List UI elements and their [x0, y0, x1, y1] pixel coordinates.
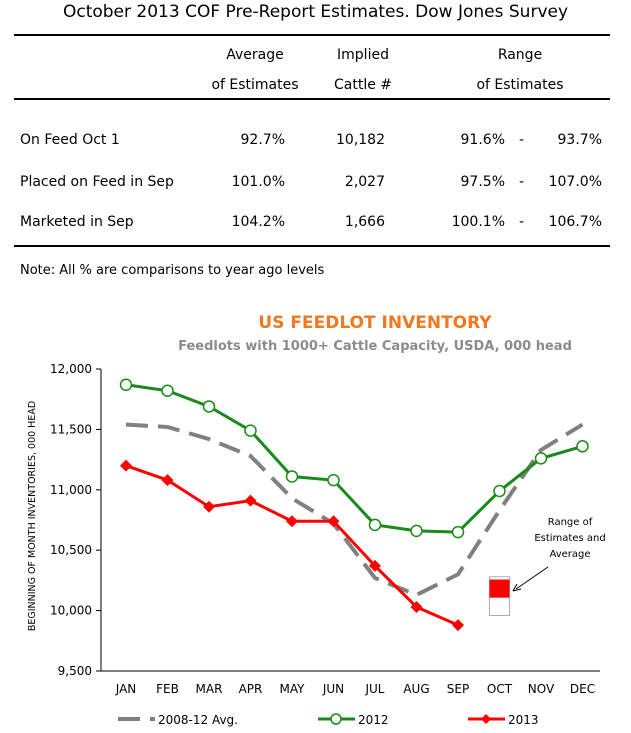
data-point: [534, 452, 548, 465]
table-header-rule: [14, 98, 610, 100]
data-point: [202, 400, 216, 413]
x-tick-label: MAY: [280, 682, 306, 696]
row-range-dash: -: [519, 214, 525, 230]
x-tick-label: JUN: [322, 682, 344, 696]
legend-marker: [481, 714, 491, 724]
row-implied: 10,182: [336, 132, 385, 148]
series-line: [125, 422, 584, 598]
data-point: [120, 459, 132, 472]
row-label: Placed on Feed in Sep: [20, 174, 174, 190]
chart-title: US FEEDLOT INVENTORY: [258, 313, 492, 333]
chart-subtitle: Feedlots with 1000+ Cattle Capacity, USD…: [178, 339, 572, 354]
data-point: [410, 524, 423, 538]
data-point: [368, 518, 382, 532]
x-tick-label: JAN: [115, 682, 137, 696]
data-point: [452, 619, 464, 632]
x-tick-label: SEP: [447, 682, 469, 696]
header-average: Average of Estimates: [200, 40, 310, 100]
row-range-dash: -: [519, 132, 525, 148]
table-bottom-rule: [14, 245, 610, 247]
legend-label: 2008-12 Avg.: [158, 713, 238, 727]
table-top-rule: [14, 34, 610, 36]
header-average-line1: Average: [226, 47, 284, 63]
range-annotation-line2: Estimates and: [534, 533, 605, 544]
row-range-low: 97.5%: [460, 174, 505, 190]
row-average: 101.0%: [231, 174, 285, 190]
row-label: Marketed in Sep: [20, 214, 134, 230]
data-point: [203, 500, 215, 513]
data-point: [161, 384, 174, 397]
y-tick-label: 11,000: [50, 483, 92, 497]
header-range-line1: Range: [497, 47, 543, 63]
header-implied-line1: Implied: [337, 47, 389, 63]
header-average-line2: of Estimates: [211, 77, 299, 93]
header-implied-line2: Cattle #: [333, 77, 393, 93]
data-point: [244, 424, 257, 437]
header-range: Range of Estimates: [460, 40, 580, 100]
range-annotation-line3: Average: [549, 549, 590, 560]
y-tick-label: 11,500: [50, 422, 92, 436]
series-line: [125, 383, 583, 534]
data-point: [410, 600, 423, 613]
data-point: [119, 378, 133, 391]
row-average: 104.2%: [231, 214, 285, 230]
report-title: October 2013 COF Pre-Report Estimates. D…: [62, 2, 569, 22]
row-range-high: 107.0%: [548, 174, 602, 190]
y-tick-label: 12,000: [50, 362, 92, 376]
legend-label: 2013: [508, 713, 539, 727]
data-point: [493, 484, 506, 498]
x-tick-label: OCT: [487, 682, 513, 696]
header-range-line2: of Estimates: [476, 77, 564, 93]
data-point: [576, 440, 589, 453]
data-point: [286, 515, 298, 528]
data-point: [451, 525, 465, 539]
y-tick-label: 9,500: [58, 664, 92, 678]
annotation-arrow: [515, 566, 549, 590]
x-tick-label: MAR: [196, 682, 223, 696]
range-box-fill: [489, 579, 510, 598]
row-implied: 1,666: [344, 214, 385, 230]
row-label: On Feed Oct 1: [20, 132, 120, 148]
legend-marker: [330, 713, 342, 725]
y-tick-label: 10,500: [50, 543, 92, 557]
row-implied: 2,027: [344, 174, 385, 190]
row-range-low: 100.1%: [451, 214, 505, 230]
legend-label: 2012: [358, 713, 389, 727]
y-tick-label: 10,000: [50, 604, 92, 618]
data-point: [327, 473, 340, 487]
row-range-dash: -: [519, 174, 525, 190]
x-tick-label: APR: [239, 682, 263, 696]
x-tick-label: FEB: [156, 682, 179, 696]
data-point: [285, 470, 299, 483]
annotation-arrowhead: [512, 583, 522, 592]
series-line: [125, 464, 459, 627]
data-point: [161, 474, 174, 487]
table-note: Note: All % are comparisons to year ago …: [20, 263, 325, 278]
y-axis-label: BEGINNING OF MONTH INVENTORIES, 000 HEAD: [27, 401, 38, 631]
row-average: 92.7%: [240, 132, 285, 148]
x-tick-label: AUG: [403, 682, 429, 696]
row-range-high: 106.7%: [548, 214, 602, 230]
header-implied: Implied Cattle #: [318, 40, 408, 100]
data-point: [327, 515, 340, 528]
x-tick-label: DEC: [570, 682, 595, 696]
data-point: [369, 559, 381, 572]
row-range-low: 91.6%: [460, 132, 505, 148]
x-tick-label: JUL: [364, 682, 384, 696]
range-annotation-line1: Range of: [548, 517, 593, 528]
row-range-high: 93.7%: [557, 132, 602, 148]
x-tick-label: NOV: [528, 682, 555, 696]
data-point: [244, 494, 257, 507]
